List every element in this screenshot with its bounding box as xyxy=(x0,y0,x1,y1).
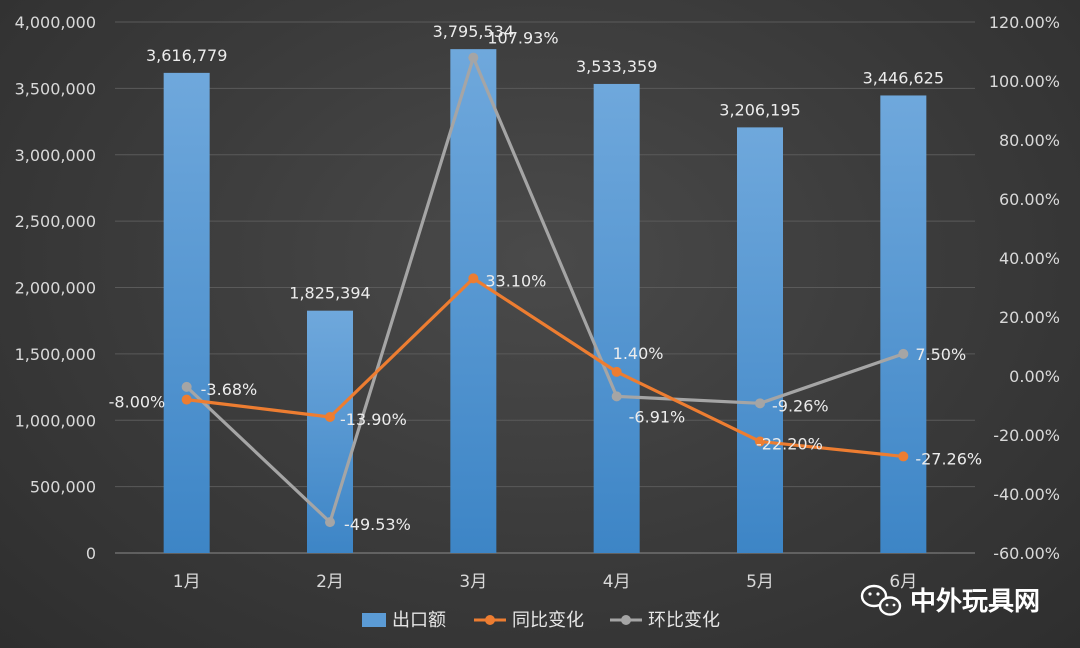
bar-series-出口额 xyxy=(163,49,927,554)
right-tick-label: 100.00% xyxy=(989,72,1060,91)
point-环比变化 xyxy=(898,348,909,359)
bar-data-label: 3,616,779 xyxy=(146,46,227,65)
right-tick-label: 120.00% xyxy=(989,13,1060,32)
data-labels: 3,616,779 1,825,394 3,795,534 3,533,359 3,20… xyxy=(109,22,982,534)
right-tick-label: -60.00% xyxy=(993,544,1060,563)
line-data-label: -8.00% xyxy=(109,393,166,412)
point-环比变化 xyxy=(611,391,622,402)
bar xyxy=(163,72,210,553)
point-同比变化 xyxy=(468,273,479,284)
left-tick-label: 3,000,000 xyxy=(15,146,96,165)
legend: 出口额 同比变化 环比变化 xyxy=(362,610,720,631)
line-data-label: -13.90% xyxy=(340,410,407,429)
legend-swatch-marker xyxy=(621,615,631,625)
left-axis: 0 500,000 1,000,000 1,500,000 2,000,000 2,500… xyxy=(15,13,96,563)
line-同比变化 xyxy=(186,276,904,459)
legend-swatch-bar xyxy=(362,613,386,627)
legend-label: 环比变化 xyxy=(648,610,720,631)
right-tick-label: -20.00% xyxy=(993,426,1060,445)
point-同比变化 xyxy=(755,436,765,447)
bar-data-label: 1,825,394 xyxy=(289,284,370,303)
left-tick-label: 0 xyxy=(86,544,96,563)
wechat-icon xyxy=(860,584,902,616)
watermark-text: 中外玩具网 xyxy=(910,587,1040,617)
point-环比变化 xyxy=(468,52,479,63)
legend-label: 出口额 xyxy=(392,610,446,631)
line-data-label: 33.10% xyxy=(485,271,546,290)
right-tick-label: 0.00% xyxy=(1009,367,1060,386)
line-data-label: -22.20% xyxy=(756,434,823,453)
right-tick-label: 20.00% xyxy=(999,308,1060,327)
line-data-label: -3.68% xyxy=(201,380,258,399)
left-tick-label: 500,000 xyxy=(30,478,96,497)
bar-data-label: 3,795,534 xyxy=(433,22,514,41)
line-data-label: -49.53% xyxy=(344,515,411,534)
bar-data-label: 3,533,359 xyxy=(576,57,657,76)
left-tick-label: 2,000,000 xyxy=(15,279,96,298)
bar xyxy=(737,127,783,553)
category-label: 6月 xyxy=(889,572,917,592)
category-label: 4月 xyxy=(603,572,631,592)
bar-data-label: 3,206,195 xyxy=(719,100,800,119)
line-data-label: 7.50% xyxy=(915,345,966,364)
legend-swatch-marker xyxy=(485,615,495,625)
point-环比变化 xyxy=(181,381,192,392)
left-tick-label: 1,000,000 xyxy=(15,411,96,430)
point-同比变化 xyxy=(181,394,192,405)
right-tick-label: 80.00% xyxy=(999,131,1060,150)
point-环比变化 xyxy=(755,398,765,409)
bar xyxy=(593,83,640,553)
gridlines xyxy=(115,21,975,554)
right-axis: -60.00% -40.00% -20.00% 0.00% 20.00% 40.00% 60… xyxy=(989,13,1060,563)
line-data-label: 107.93% xyxy=(487,29,558,48)
category-label: 5月 xyxy=(746,572,774,592)
line-series xyxy=(181,52,909,528)
point-同比变化 xyxy=(325,412,335,423)
point-同比变化 xyxy=(898,451,909,462)
category-axis: 1月 2月 3月 4月 5月 6月 xyxy=(173,572,917,592)
point-环比变化 xyxy=(325,517,335,528)
watermark: 中外玩具网 xyxy=(860,584,1040,617)
point-同比变化 xyxy=(611,366,622,377)
bar-data-label: 3,446,625 xyxy=(863,68,944,87)
line-data-label: -27.26% xyxy=(915,449,982,468)
legend-label: 同比变化 xyxy=(512,610,584,631)
bar xyxy=(307,310,353,553)
line-data-label: -6.91% xyxy=(629,407,686,426)
right-tick-label: 40.00% xyxy=(999,249,1060,268)
right-tick-label: 60.00% xyxy=(999,190,1060,209)
line-data-label: -9.26% xyxy=(772,396,829,415)
left-tick-label: 2,500,000 xyxy=(15,212,96,231)
category-label: 2月 xyxy=(316,572,344,592)
category-label: 1月 xyxy=(173,572,201,592)
right-tick-label: -40.00% xyxy=(993,485,1060,504)
bar xyxy=(880,95,927,553)
left-tick-label: 3,500,000 xyxy=(15,79,96,98)
category-label: 3月 xyxy=(459,572,487,592)
line-data-label: 1.40% xyxy=(613,344,664,363)
bar xyxy=(450,49,497,554)
left-tick-label: 4,000,000 xyxy=(15,13,96,32)
line-环比变化 xyxy=(185,56,904,524)
left-tick-label: 1,500,000 xyxy=(15,345,96,364)
